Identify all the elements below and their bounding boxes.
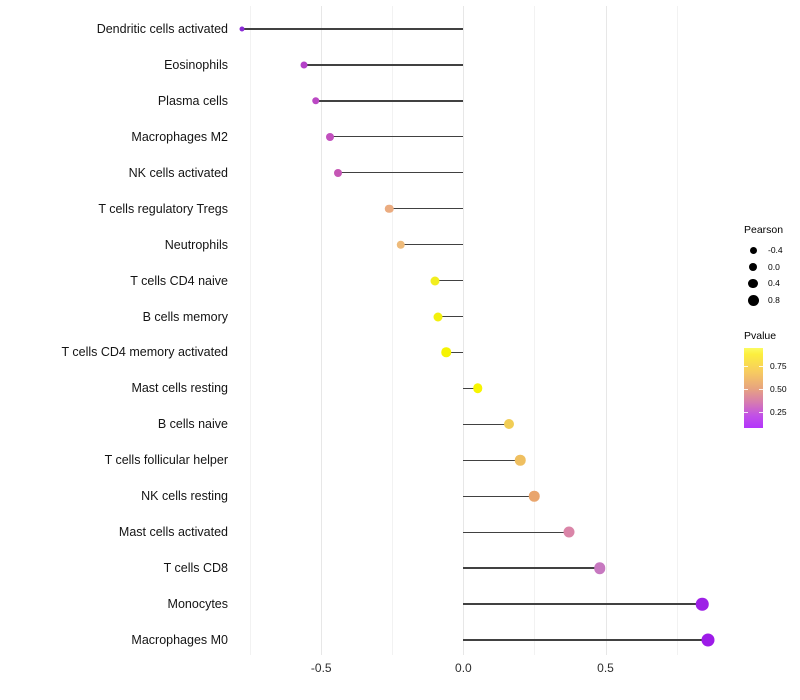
y-axis-label: T cells CD4 naive bbox=[130, 273, 228, 288]
lollipop-dot bbox=[385, 204, 394, 213]
lollipop-dot bbox=[325, 132, 334, 141]
legend-size-dot-cell bbox=[744, 278, 762, 289]
colorbar-tick-left bbox=[744, 388, 748, 390]
pvalue-colorbar bbox=[744, 348, 763, 429]
y-axis-label: T cells CD4 memory activated bbox=[61, 345, 229, 360]
lollipop-dot bbox=[594, 562, 606, 574]
lollipop-dot bbox=[430, 276, 440, 286]
lollipop-dot bbox=[433, 312, 443, 322]
gridline-minor-x-0.25 bbox=[534, 6, 536, 655]
lollipop-stem bbox=[463, 495, 535, 497]
lollipop-stem bbox=[463, 423, 509, 425]
y-axis-label: T cells CD8 bbox=[163, 561, 228, 576]
colorbar-tick-right bbox=[759, 388, 763, 390]
legend-size-entry: 0.4 bbox=[744, 275, 800, 292]
legend: Pearson -0.4 0.0 0.4 0.8 Pvalue 0.75 0.50 0.2… bbox=[744, 224, 800, 429]
lollipop-dot bbox=[701, 633, 715, 647]
gridline-major-x-0 bbox=[463, 6, 465, 655]
lollipop-stem bbox=[463, 531, 569, 533]
legend-size-title: Pearson bbox=[744, 224, 784, 236]
y-axis-label: Mast cells resting bbox=[131, 381, 228, 396]
legend-size-label: -0.4 bbox=[768, 245, 783, 256]
y-axis-label: Macrophages M0 bbox=[131, 632, 228, 647]
y-axis-label: Macrophages M2 bbox=[131, 129, 228, 144]
legend-size-dot bbox=[747, 294, 759, 306]
y-axis-label: Plasma cells bbox=[157, 93, 228, 108]
lollipop-dot bbox=[503, 419, 514, 430]
legend-size-entries: -0.4 0.0 0.4 0.8 bbox=[744, 242, 800, 308]
y-axis-label: B cells naive bbox=[157, 417, 228, 432]
y-axis-label: Mast cells activated bbox=[118, 525, 228, 540]
lollipop-dot bbox=[529, 490, 540, 502]
gridline-major-x-0.5 bbox=[605, 6, 607, 655]
plot-panel bbox=[236, 6, 732, 655]
gridline-minor-x--0.75 bbox=[250, 6, 252, 655]
colorbar-label: 0.50 bbox=[770, 383, 787, 394]
lollipop-stem bbox=[446, 351, 464, 354]
lollipop-stem bbox=[304, 64, 464, 66]
pvalue-colorbar-wrap: 0.75 0.50 0.25 bbox=[744, 348, 800, 429]
colorbar-tick-left bbox=[744, 412, 748, 414]
colorbar-label: 0.75 bbox=[770, 360, 787, 371]
legend-size-dot bbox=[749, 246, 757, 254]
lollipop-dot bbox=[311, 97, 320, 105]
legend-color-title: Pvalue bbox=[744, 330, 777, 343]
legend-size-dot bbox=[749, 262, 757, 271]
lollipop-stem bbox=[389, 208, 464, 210]
gridline-major-x--0.5 bbox=[321, 6, 323, 655]
y-axis-label: Neutrophils bbox=[164, 237, 228, 252]
lollipop-stem bbox=[463, 567, 600, 569]
legend-size-entry: 0.0 bbox=[744, 259, 800, 276]
lollipop-stem bbox=[463, 603, 703, 605]
legend-color-section: Pvalue 0.75 0.50 0.25 bbox=[744, 330, 800, 429]
lollipop-dot bbox=[441, 347, 452, 358]
lollipop-stem bbox=[241, 28, 464, 30]
gridline-minor-x--0.25 bbox=[392, 6, 394, 655]
lollipop-dot bbox=[695, 597, 709, 611]
y-axis-label: NK cells resting bbox=[141, 489, 228, 504]
x-axis-tick-label: 0.5 bbox=[597, 661, 614, 675]
x-axis-tick-label: -0.5 bbox=[310, 661, 332, 675]
legend-size-dot-cell bbox=[744, 262, 762, 271]
lollipop-stem bbox=[329, 136, 464, 138]
legend-size-dot bbox=[748, 278, 758, 289]
legend-size-dot-cell bbox=[744, 294, 762, 306]
colorbar-tick-left bbox=[744, 365, 748, 367]
lollipop-stem bbox=[400, 243, 464, 246]
legend-size-entry: 0.8 bbox=[744, 292, 800, 309]
lollipop-dot bbox=[300, 61, 308, 69]
y-axis-label: B cells memory bbox=[142, 309, 228, 324]
colorbar-tick-right bbox=[759, 365, 763, 367]
y-axis-label: T cells follicular helper bbox=[104, 453, 228, 468]
colorbar-tick-right bbox=[759, 412, 763, 414]
legend-size-section: Pearson -0.4 0.0 0.4 0.8 bbox=[744, 224, 800, 308]
y-axis-label: NK cells activated bbox=[128, 165, 228, 180]
legend-size-label: 0.0 bbox=[768, 261, 780, 272]
legend-size-entry: -0.4 bbox=[744, 242, 800, 259]
legend-size-dot-cell bbox=[744, 246, 762, 254]
lollipop-stem bbox=[463, 459, 521, 461]
lollipop-stem bbox=[338, 172, 464, 174]
y-axis-label: Monocytes bbox=[167, 597, 228, 612]
lollipop-dot bbox=[514, 455, 526, 466]
lollipop-stem bbox=[434, 279, 464, 282]
lollipop-stem bbox=[463, 387, 478, 390]
lollipop-dot bbox=[334, 168, 343, 177]
lollipop-stem bbox=[463, 639, 708, 641]
lollipop-dot bbox=[472, 383, 483, 394]
y-axis-label: T cells regulatory Tregs bbox=[98, 201, 228, 216]
y-axis-label: Eosinophils bbox=[164, 57, 228, 72]
y-axis-label: Dendritic cells activated bbox=[96, 22, 228, 36]
lollipop-dot bbox=[239, 26, 245, 32]
legend-size-label: 0.8 bbox=[768, 295, 780, 306]
lollipop-dot bbox=[396, 240, 406, 249]
lollipop-stem bbox=[437, 315, 464, 318]
legend-size-label: 0.4 bbox=[768, 278, 780, 289]
lollipop-dot bbox=[563, 526, 575, 538]
colorbar-label: 0.25 bbox=[770, 407, 787, 418]
x-axis-tick-label: 0.0 bbox=[455, 661, 472, 675]
lollipop-stem bbox=[315, 100, 464, 102]
gridline-minor-x-0.75 bbox=[676, 6, 678, 655]
